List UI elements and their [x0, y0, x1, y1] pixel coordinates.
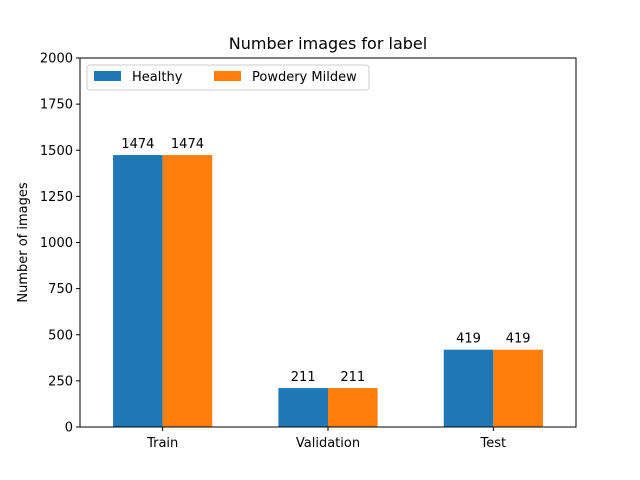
- x-tick-label: Train: [146, 436, 178, 451]
- x-tick-label: Test: [480, 436, 507, 451]
- y-tick-label: 1500: [40, 144, 73, 159]
- y-axis: 0 250 500 750 1000 1250 1500 1750 2000: [40, 52, 80, 436]
- plot-frame: [79, 57, 577, 428]
- bar: [493, 349, 543, 427]
- legend-swatch: [214, 71, 241, 81]
- bar: [328, 388, 378, 427]
- bar-value-label: 211: [291, 370, 316, 385]
- y-tick-label: 750: [48, 282, 73, 297]
- bar: [113, 155, 163, 427]
- legend-swatch: [94, 71, 121, 81]
- y-tick-label: 1750: [40, 98, 73, 113]
- y-tick-label: 1000: [40, 236, 73, 251]
- bar: [162, 155, 213, 427]
- bar-value-label: 1474: [121, 137, 154, 152]
- bar-value-label: 419: [456, 332, 481, 347]
- bar-value-label: 211: [340, 370, 365, 385]
- bars-group: [113, 155, 543, 427]
- legend-label: Healthy: [132, 70, 183, 85]
- y-tick-label: 0: [65, 421, 73, 436]
- legend: Healthy Powdery Mildew: [86, 64, 370, 91]
- bar: [278, 388, 328, 427]
- y-axis-label: Number of images: [16, 182, 31, 303]
- legend-label: Powdery Mildew: [252, 70, 357, 85]
- y-tick-label: 1250: [40, 190, 73, 205]
- data-labels-group: 1474 1474 211 211 419 419: [121, 137, 530, 385]
- y-tick-label: 250: [48, 374, 73, 389]
- x-axis: Train Validation Test: [146, 427, 506, 451]
- x-tick-label: Validation: [296, 436, 360, 451]
- y-tick-label: 2000: [40, 52, 73, 67]
- bar-value-label: 419: [506, 332, 531, 347]
- bar: [443, 349, 494, 427]
- chart-title: Number images for label: [229, 34, 427, 53]
- y-tick-label: 500: [48, 328, 73, 343]
- bar-value-label: 1474: [171, 137, 204, 152]
